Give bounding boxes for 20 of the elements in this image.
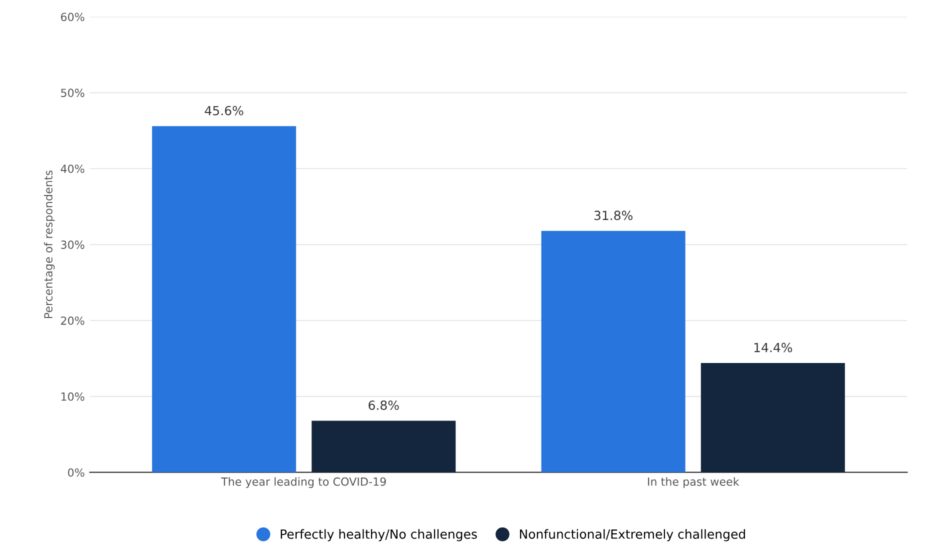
data-label: 31.8% — [594, 210, 632, 220]
legend-label: Nonfunctional/Extremely challenged — [520, 529, 745, 542]
y-tick-label: 0% — [68, 468, 84, 477]
y-tick-label: 10% — [61, 392, 84, 401]
bar — [541, 230, 686, 472]
data-label: 14.4% — [754, 342, 792, 352]
bar — [700, 363, 845, 472]
legend-label: Perfectly healthy/No challenges — [280, 529, 477, 542]
x-tick-label: In the past week — [648, 477, 740, 488]
y-axis-title: Percentage of respondents — [44, 170, 55, 318]
data-label: 6.8% — [368, 400, 399, 410]
bar — [152, 126, 296, 472]
y-tick-label: 20% — [61, 316, 84, 325]
x-tick-label: The year leading to COVID-19 — [221, 477, 386, 488]
y-tick-label: 30% — [61, 240, 84, 249]
y-tick-label: 60% — [60, 12, 84, 22]
data-label: 45.6% — [204, 106, 244, 116]
y-tick-label: 50% — [61, 88, 84, 98]
y-tick-label: 40% — [60, 164, 84, 174]
bar — [312, 420, 456, 472]
